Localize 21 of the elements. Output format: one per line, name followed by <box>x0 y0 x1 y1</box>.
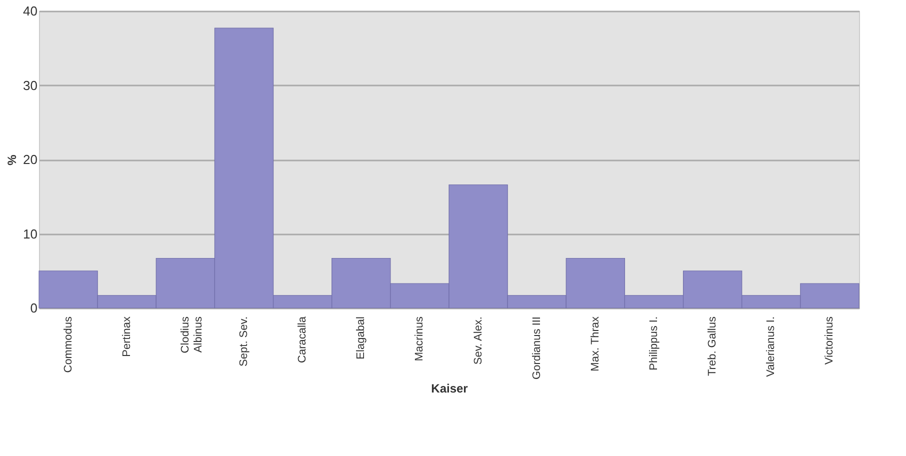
y-tick-label: 40 <box>23 4 38 18</box>
y-tick-label: 30 <box>23 78 38 93</box>
x-tick-label: Sept. Sev. <box>238 316 250 366</box>
x-tick-label: Treb. Gallus <box>706 316 719 376</box>
x-tick-label: Valerianus I. <box>765 316 778 377</box>
x-axis-title: Kaiser <box>431 381 468 396</box>
x-tick-label: Pertinax <box>120 316 133 357</box>
y-axis-title: % <box>5 154 20 166</box>
x-tick-label: Victorinus <box>824 316 836 365</box>
x-tick-label: Macrinus <box>414 316 426 362</box>
x-tick-label: Max. Thrax <box>589 316 602 372</box>
y-tick-label: 20 <box>23 152 38 167</box>
x-tick-label: Elagabal <box>355 316 368 360</box>
x-tick-label: Caracalla <box>296 316 309 363</box>
x-tick-label: Gordianus III <box>530 316 543 380</box>
x-tick-label: Philippus I. <box>648 316 660 370</box>
x-tick-label: Clodius Albinus <box>179 316 204 354</box>
y-tick-label: 0 <box>30 300 38 316</box>
x-tick-label: Commodus <box>62 316 74 373</box>
x-tick-label: Sev. Alex. <box>472 316 484 365</box>
y-tick-label: 10 <box>23 226 38 242</box>
